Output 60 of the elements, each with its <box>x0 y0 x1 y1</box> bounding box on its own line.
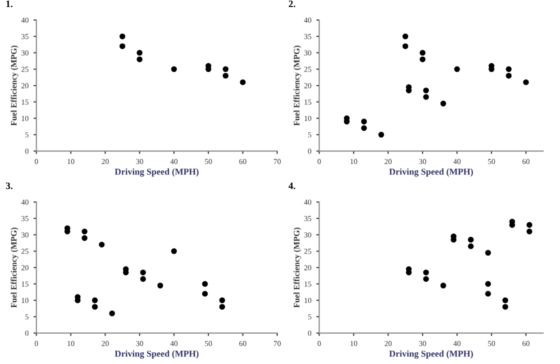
point <box>92 304 98 310</box>
point <box>219 297 226 304</box>
y-axis-title: Fuel Efficiency (MPG) <box>293 228 302 308</box>
point <box>420 50 426 56</box>
point <box>454 66 460 72</box>
point <box>423 276 429 282</box>
point <box>120 34 126 40</box>
y-axis-title: Fuel Efficiency (MPG) <box>10 46 18 126</box>
y-axis-title: Fuel Efficiency (MPG) <box>10 228 18 308</box>
x-axis-title: Driving Speed (MPH) <box>114 350 199 359</box>
point <box>157 282 164 288</box>
point <box>219 304 226 310</box>
chart-title: 2. <box>288 0 296 8</box>
point <box>222 72 228 79</box>
point <box>506 66 512 72</box>
point <box>502 304 508 310</box>
point <box>361 125 367 132</box>
point <box>468 243 474 250</box>
point <box>82 235 88 241</box>
x-axis-title: Driving Speed (MPH) <box>389 168 473 177</box>
point <box>136 56 142 62</box>
point <box>523 79 529 86</box>
point <box>485 281 491 287</box>
point <box>402 43 408 50</box>
point <box>423 88 429 94</box>
point <box>171 248 177 254</box>
point <box>82 228 88 234</box>
point <box>202 290 208 297</box>
point <box>136 50 142 56</box>
point <box>361 118 367 124</box>
point <box>171 66 177 72</box>
point <box>378 132 384 138</box>
point <box>485 290 491 297</box>
chart-title: 3. <box>6 182 12 190</box>
point <box>92 297 98 304</box>
point <box>402 34 408 40</box>
point <box>140 276 146 282</box>
point <box>502 297 508 304</box>
point <box>98 242 105 248</box>
point <box>440 282 446 288</box>
x-axis-title: Driving Speed (MPH) <box>114 168 199 177</box>
y-axis-title: Fuel Efficiency (MPG) <box>293 46 302 126</box>
point <box>526 222 532 228</box>
point <box>423 270 429 276</box>
point <box>140 270 146 276</box>
x-axis-title: Driving Speed (MPH) <box>389 350 473 359</box>
point <box>526 228 532 234</box>
point <box>222 66 228 72</box>
point <box>109 310 115 316</box>
point <box>423 94 429 100</box>
point <box>440 100 446 106</box>
point <box>506 72 512 79</box>
chart-title: 1. <box>6 0 12 8</box>
point <box>485 250 491 256</box>
point <box>202 281 208 287</box>
point <box>120 43 126 50</box>
point <box>420 56 426 62</box>
point <box>468 236 474 243</box>
point <box>240 79 246 86</box>
chart-title: 4. <box>288 182 296 190</box>
